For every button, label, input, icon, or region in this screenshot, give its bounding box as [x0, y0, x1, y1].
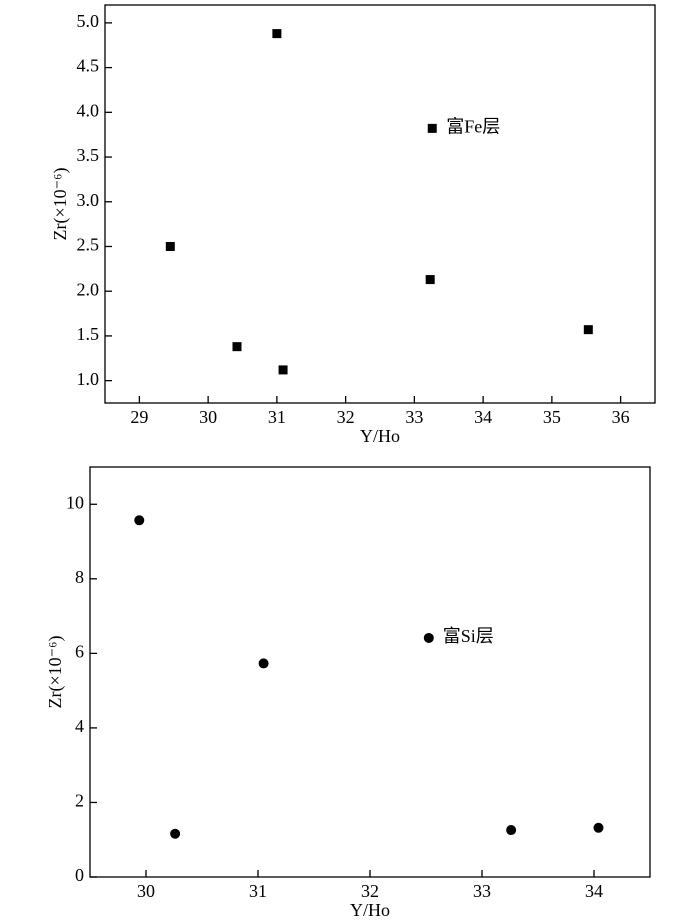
x-tick-label: 31 [268, 407, 286, 427]
y-tick-label: 2.5 [77, 235, 100, 255]
y-tick-label: 6 [75, 641, 84, 661]
x-tick-label: 33 [473, 881, 491, 901]
legend-label: 富Fe层 [446, 117, 500, 137]
point [506, 825, 517, 836]
y-tick-label: 5.0 [77, 11, 100, 31]
y-tick-label: 2.0 [77, 279, 100, 299]
x-tick-label: 30 [137, 881, 155, 901]
point [134, 515, 145, 526]
x-tick-label: 32 [337, 407, 355, 427]
point [425, 275, 435, 285]
x-tick-label: 32 [361, 881, 379, 901]
y-axis-title: Zr(×10⁻⁶) [50, 168, 71, 241]
y-tick-label: 10 [66, 492, 84, 512]
point [165, 241, 175, 251]
y-tick-label: 3.5 [77, 145, 100, 165]
x-tick-label: 35 [543, 407, 561, 427]
x-tick-label: 34 [474, 407, 492, 427]
x-tick-label: 31 [249, 881, 267, 901]
legend-label: 富Si层 [443, 626, 494, 646]
point [278, 365, 288, 375]
x-axis-title: Y/Ho [360, 426, 400, 446]
y-axis-title: Zr(×10⁻⁶) [45, 636, 66, 709]
y-tick-label: 4.0 [77, 100, 100, 120]
legend-marker [427, 123, 437, 133]
y-tick-label: 1.0 [77, 369, 100, 389]
x-tick-label: 30 [199, 407, 217, 427]
point [583, 325, 593, 335]
point [258, 658, 269, 669]
x-tick-label: 36 [612, 407, 630, 427]
y-tick-label: 3.0 [77, 190, 100, 210]
point [232, 342, 242, 352]
y-tick-label: 4.5 [77, 56, 100, 76]
point [170, 828, 181, 839]
point [272, 29, 282, 39]
x-axis-title: Y/Ho [350, 900, 390, 920]
y-tick-label: 8 [75, 567, 84, 587]
x-tick-label: 33 [405, 407, 423, 427]
y-tick-label: 2 [75, 791, 84, 811]
y-tick-label: 0 [75, 865, 84, 885]
y-tick-label: 1.5 [77, 324, 100, 344]
x-tick-label: 29 [130, 407, 148, 427]
x-tick-label: 34 [585, 881, 603, 901]
plot-frame [89, 466, 651, 878]
point [593, 822, 604, 833]
y-tick-label: 4 [75, 716, 84, 736]
legend-marker [423, 632, 434, 643]
plot-frame [104, 4, 656, 404]
